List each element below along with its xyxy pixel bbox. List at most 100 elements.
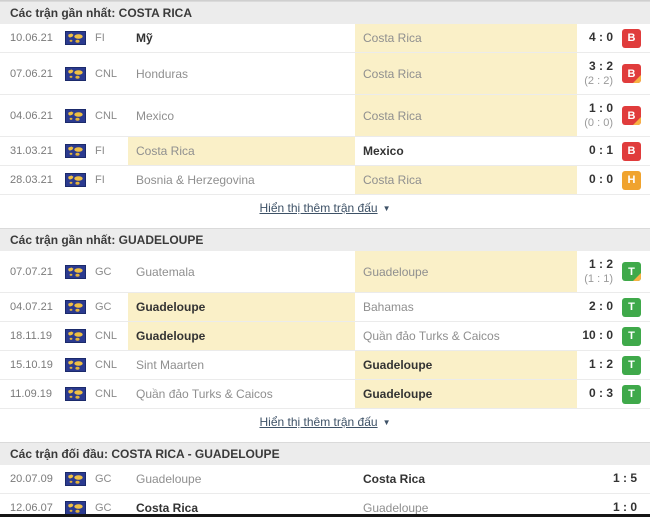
away-team: Guadeloupe <box>363 501 429 515</box>
away-team: Guadeloupe <box>355 251 577 292</box>
score: 2 : 0 <box>588 299 613 314</box>
match-date: 28.03.21 <box>10 174 53 186</box>
home-team: Mỹ <box>136 31 153 45</box>
away-team: Mexico <box>363 144 404 158</box>
match-date: 11.09.19 <box>10 388 53 400</box>
section-header: Các trận gần nhất: COSTA RICA <box>0 1 650 24</box>
match-section: Các trận đối đầu: COSTA RICA - GUADELOUP… <box>0 442 650 515</box>
match-date: 12.06.07 <box>10 502 53 514</box>
show-more-link[interactable]: Hiển thị thêm trận đấu ▼ <box>260 201 391 215</box>
result-letter: B <box>627 67 636 80</box>
show-more-label: Hiển thị thêm trận đấu <box>259 415 378 429</box>
home-team: Costa Rica <box>128 137 355 165</box>
home-team: Quần đảo Turks & Caicos <box>136 387 273 401</box>
match-section: Các trận gần nhất: COSTA RICA 10.06.21 F… <box>0 1 650 222</box>
match-row[interactable]: 11.09.19 CNL Quần đảo Turks & Caicos Gua… <box>0 380 650 409</box>
match-date: 15.10.19 <box>10 359 53 371</box>
score: 0 : 3 <box>588 386 613 401</box>
world-flag-icon <box>65 173 95 187</box>
world-flag-icon <box>65 66 95 81</box>
score: 1 : 0 <box>588 100 613 115</box>
score-column: 1 : 2 (1 : 1) <box>577 257 613 287</box>
home-team: Guadeloupe <box>128 322 355 350</box>
score: 3 : 2 <box>588 58 613 73</box>
match-row[interactable]: 15.10.19 CNL Sint Maarten Guadeloupe 1 :… <box>0 351 650 380</box>
home-team: Mexico <box>136 108 175 123</box>
result-letter: B <box>627 145 636 157</box>
home-team: Honduras <box>136 66 189 81</box>
world-flag-icon <box>65 264 95 279</box>
world-flag-icon <box>65 387 95 401</box>
away-team: Costa Rica <box>355 166 577 194</box>
show-more-link[interactable]: Hiển thị thêm trận đấu ▼ <box>260 415 391 429</box>
score-column: 1 : 0 <box>601 500 637 514</box>
match-row[interactable]: 07.07.21 GC Guatemala Guadeloupe 1 : 2 (… <box>0 251 650 293</box>
result-letter: B <box>627 32 636 44</box>
match-row[interactable]: 04.06.21 CNL Mexico Costa Rica 1 : 0 (0 … <box>0 95 650 137</box>
match-date: 10.06.21 <box>10 32 53 44</box>
league-code: CNL <box>95 359 118 371</box>
section-title: Các trận gần nhất: GUADELOUPE <box>10 233 204 247</box>
home-team: Guadeloupe <box>136 472 202 486</box>
home-team: Sint Maarten <box>136 358 205 372</box>
match-date: 07.07.21 <box>10 265 53 278</box>
match-row[interactable]: 07.06.21 CNL Honduras Costa Rica 3 : 2 (… <box>0 53 650 95</box>
away-team: Guadeloupe <box>355 351 577 379</box>
away-team: Costa Rica <box>355 24 577 52</box>
score-column: 1 : 0 (0 : 0) <box>577 101 613 131</box>
score: 1 : 2 <box>588 357 613 372</box>
score: 10 : 0 <box>582 328 613 343</box>
score: 0 : 0 <box>588 172 613 187</box>
away-team: Guadeloupe <box>355 380 577 408</box>
world-flag-icon <box>65 358 95 372</box>
world-flag-icon <box>65 472 95 486</box>
away-team: Costa Rica <box>355 53 577 94</box>
score-column: 1 : 5 <box>601 471 637 487</box>
chevron-down-icon: ▼ <box>382 417 391 427</box>
match-row[interactable]: 12.06.07 GC Costa Rica Guadeloupe 1 : 0 <box>0 494 650 515</box>
match-row[interactable]: 20.07.09 GC Guadeloupe Costa Rica 1 : 5 <box>0 465 650 494</box>
result-badge: B <box>622 28 641 48</box>
result-badge: T <box>622 262 641 281</box>
league-code: CNL <box>95 67 118 80</box>
result-letter: T <box>628 359 635 371</box>
match-date: 18.11.19 <box>10 330 53 342</box>
match-date: 31.03.21 <box>10 145 53 157</box>
score-column: 1 : 2 <box>577 357 613 373</box>
result-badge: B <box>622 64 641 83</box>
match-rows: 20.07.09 GC Guadeloupe Costa Rica 1 : 5 … <box>0 465 650 515</box>
match-rows: 10.06.21 FI Mỹ Costa Rica 4 : 0 B 07.06.… <box>0 24 650 195</box>
show-more-row: Hiển thị thêm trận đấu ▼ <box>0 409 650 436</box>
result-badge: B <box>622 141 641 161</box>
match-section: Các trận gần nhất: GUADELOUPE 07.07.21 G… <box>0 228 650 436</box>
league-code: FI <box>95 174 105 186</box>
result-letter: T <box>628 388 635 400</box>
section-header: Các trận gần nhất: GUADELOUPE <box>0 228 650 251</box>
away-team: Costa Rica <box>355 95 577 136</box>
match-row[interactable]: 31.03.21 FI Costa Rica Mexico 0 : 1 B <box>0 137 650 166</box>
result-letter: T <box>628 330 635 342</box>
match-date: 04.07.21 <box>10 301 53 313</box>
result-badge: T <box>622 355 641 375</box>
match-row[interactable]: 18.11.19 CNL Guadeloupe Quần đảo Turks &… <box>0 322 650 351</box>
league-code: FI <box>95 32 105 44</box>
home-team: Guatemala <box>136 264 195 279</box>
match-row[interactable]: 28.03.21 FI Bosnia & Herzegovina Costa R… <box>0 166 650 195</box>
league-code: GC <box>95 265 112 278</box>
away-team: Bahamas <box>363 300 414 314</box>
result-badge: T <box>622 297 641 317</box>
league-code: CNL <box>95 109 118 122</box>
match-row[interactable]: 04.07.21 GC Guadeloupe Bahamas 2 : 0 T <box>0 293 650 322</box>
league-code: CNL <box>95 388 118 400</box>
section-header: Các trận đối đầu: COSTA RICA - GUADELOUP… <box>0 442 650 465</box>
league-code: FI <box>95 145 105 157</box>
world-flag-icon <box>65 31 95 45</box>
extra-time-fold-icon <box>633 75 641 83</box>
world-flag-icon <box>65 108 95 123</box>
result-badge: T <box>622 326 641 346</box>
world-flag-icon <box>65 501 95 514</box>
score-column: 3 : 2 (2 : 2) <box>577 59 613 89</box>
extra-time-fold-icon <box>633 273 641 281</box>
match-row[interactable]: 10.06.21 FI Mỹ Costa Rica 4 : 0 B <box>0 24 650 53</box>
halftime-score: (2 : 2) <box>584 75 613 88</box>
